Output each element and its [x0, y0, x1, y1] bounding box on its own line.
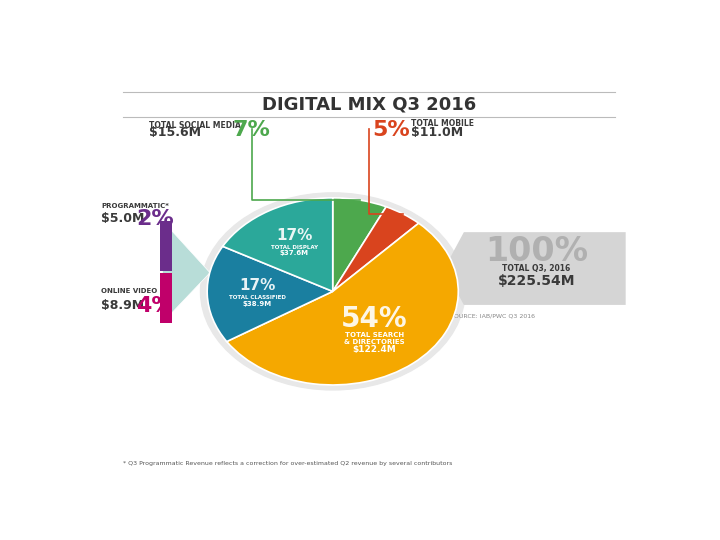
- Wedge shape: [333, 198, 386, 292]
- Text: TOTAL Q3, 2016: TOTAL Q3, 2016: [503, 264, 570, 273]
- Text: $122.4M: $122.4M: [353, 345, 396, 354]
- Polygon shape: [444, 232, 626, 305]
- Text: $37.6M: $37.6M: [280, 251, 309, 256]
- Text: $225.54M: $225.54M: [498, 274, 575, 288]
- Circle shape: [200, 193, 465, 390]
- Text: $8.9M: $8.9M: [101, 300, 144, 313]
- Text: * Q3 Programmatic Revenue reflects a correction for over-estimated Q2 revenue by: * Q3 Programmatic Revenue reflects a cor…: [124, 461, 453, 465]
- Wedge shape: [333, 207, 418, 292]
- Text: 17%: 17%: [239, 278, 276, 293]
- Text: ONLINE VIDEO: ONLINE VIDEO: [101, 288, 158, 294]
- Wedge shape: [207, 246, 333, 341]
- Text: $38.9M: $38.9M: [243, 301, 272, 307]
- Wedge shape: [222, 198, 333, 292]
- Text: 5%: 5%: [372, 120, 410, 140]
- Text: TOTAL MOBILE: TOTAL MOBILE: [411, 119, 474, 129]
- Bar: [160, 273, 172, 322]
- Text: $5.0M: $5.0M: [101, 212, 145, 225]
- Text: 4%: 4%: [136, 296, 174, 316]
- Text: DIGITAL MIX Q3 2016: DIGITAL MIX Q3 2016: [262, 95, 476, 113]
- Polygon shape: [163, 221, 210, 322]
- Text: $11.0M: $11.0M: [411, 126, 463, 139]
- Text: TOTAL DISPLAY: TOTAL DISPLAY: [271, 245, 318, 250]
- Text: 100%: 100%: [485, 235, 588, 268]
- Text: 54%: 54%: [341, 305, 408, 333]
- Text: 7%: 7%: [233, 120, 270, 140]
- Text: PROGRAMMATIC*: PROGRAMMATIC*: [101, 203, 169, 209]
- Wedge shape: [227, 223, 458, 385]
- Text: 17%: 17%: [276, 228, 312, 243]
- Text: SOURCE: IAB/PWC Q3 2016: SOURCE: IAB/PWC Q3 2016: [450, 314, 535, 319]
- Text: TOTAL SEARCH: TOTAL SEARCH: [345, 332, 404, 338]
- Text: TOTAL SOCIAL MEDIA: TOTAL SOCIAL MEDIA: [148, 120, 240, 130]
- Text: $15.6M: $15.6M: [148, 126, 201, 139]
- Text: TOTAL CLASSIFIED: TOTAL CLASSIFIED: [229, 295, 286, 300]
- Bar: [160, 221, 172, 271]
- Text: 2%: 2%: [136, 208, 174, 228]
- Text: & DIRECTORIES: & DIRECTORIES: [344, 339, 405, 345]
